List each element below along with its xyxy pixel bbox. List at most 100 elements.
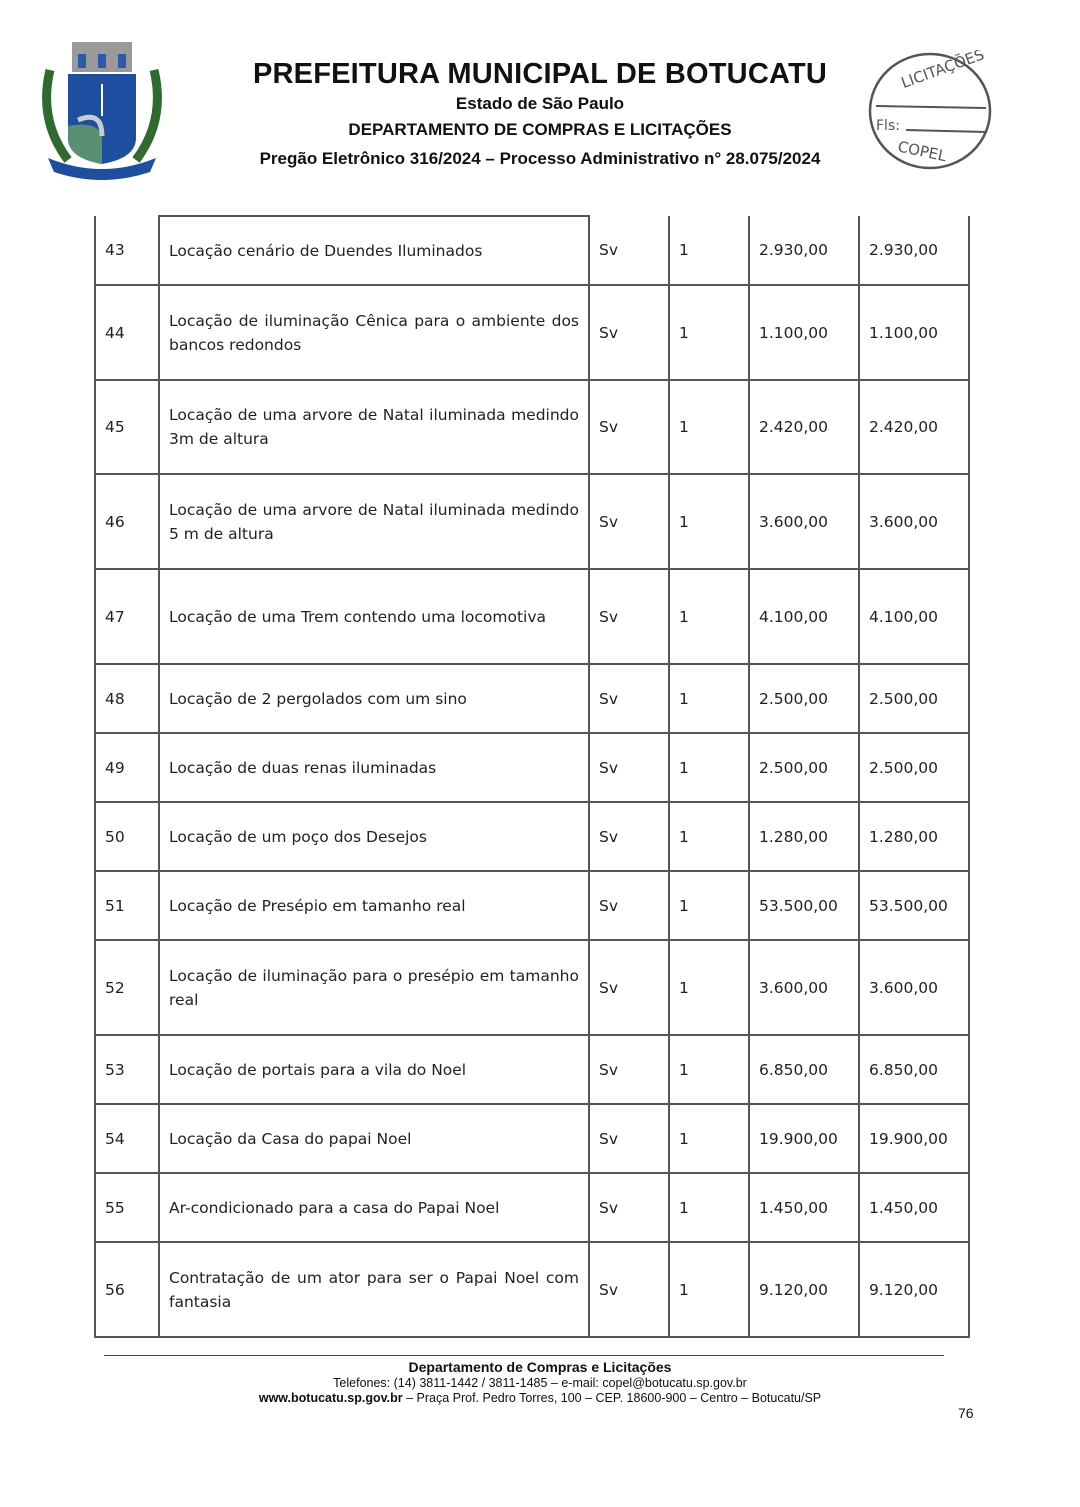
item-description: Contratação de um ator para ser o Papai … [158,1241,590,1338]
item-quantity: 1 [668,870,750,941]
item-unit-price: 3.600,00 [748,473,860,570]
page-number: 76 [958,1405,974,1421]
table-row: 46 Locação de uma arvore de Natal ilumina… [94,473,970,570]
item-number: 54 [94,1103,160,1174]
item-description: Locação de iluminação para o presépio em… [158,939,590,1036]
table-row: 44 Locação de iluminação Cênica para o am… [94,284,970,381]
item-total-price: 2.500,00 [858,663,970,734]
items-table: 43 Locação cenário de Duendes Iluminados S… [94,215,970,1338]
item-description: Locação de um poço dos Desejos [158,801,590,872]
item-unit: Sv [588,870,670,941]
item-number: 50 [94,801,160,872]
item-number: 46 [94,473,160,570]
item-number: 55 [94,1172,160,1243]
item-description: Locação de uma Trem contendo uma locomot… [158,568,590,665]
svg-text:Fls:: Fls: [876,118,900,134]
table-row: 47 Locação de uma Trem contendo uma locom… [94,568,970,665]
item-total-price: 2.500,00 [858,732,970,803]
item-number: 52 [94,939,160,1036]
item-quantity: 1 [668,663,750,734]
item-quantity: 1 [668,1241,750,1338]
item-unit-price: 3.600,00 [748,939,860,1036]
item-total-price: 53.500,00 [858,870,970,941]
item-unit: Sv [588,568,670,665]
item-description: Locação da Casa do papai Noel [158,1103,590,1174]
item-quantity: 1 [668,732,750,803]
item-unit-price: 1.280,00 [748,801,860,872]
table-row: 52 Locação de iluminação para o presépio … [94,939,970,1036]
table-row: 50 Locação de um poço dos Desejos Sv 1 1.280… [94,801,970,872]
item-quantity: 1 [668,284,750,381]
item-number: 49 [94,732,160,803]
footer-address-line: www.botucatu.sp.gov.br – Praça Prof. Ped… [0,1391,1080,1405]
footer-divider [104,1355,944,1356]
state-subtitle: Estado de São Paulo [455,94,625,113]
footer-contacts: Telefones: (14) 3811-1442 / 3811-1485 – … [333,1376,747,1390]
item-description: Locação de iluminação Cênica para o ambi… [158,284,590,381]
item-number: 44 [94,284,160,381]
item-total-price: 4.100,00 [858,568,970,665]
item-description: Locação de duas renas iluminadas [158,732,590,803]
table-row: 55 Ar-condicionado para a casa do Papai N… [94,1172,970,1243]
item-number: 53 [94,1034,160,1105]
item-unit-price: 1.100,00 [748,284,860,381]
city-coat-of-arms-logo [42,42,162,180]
item-unit: Sv [588,473,670,570]
item-number: 43 [94,216,160,286]
item-total-price: 3.600,00 [858,939,970,1036]
table-row: 54 Locação da Casa do papai Noel Sv 1 19.900… [94,1103,970,1174]
item-description: Locação de portais para a vila do Noel [158,1034,590,1105]
item-total-price: 19.900,00 [858,1103,970,1174]
item-quantity: 1 [668,1172,750,1243]
item-quantity: 1 [668,1034,750,1105]
item-number: 56 [94,1241,160,1338]
item-unit-price: 6.850,00 [748,1034,860,1105]
table-row: 45 Locação de uma arvore de Natal ilumina… [94,379,970,475]
footer-website-link[interactable]: www.botucatu.sp.gov.br [258,1391,403,1405]
item-unit: Sv [588,663,670,734]
item-unit: Sv [588,1241,670,1338]
process-number: Pregão Eletrônico 316/2024 – Processo Ad… [259,149,821,168]
item-unit: Sv [588,1034,670,1105]
item-quantity: 1 [668,801,750,872]
table-row: 49 Locação de duas renas iluminadas Sv 1 2.5… [94,732,970,803]
item-total-price: 9.120,00 [858,1241,970,1338]
item-description: Ar-condicionado para a casa do Papai Noe… [158,1172,590,1243]
item-total-price: 1.280,00 [858,801,970,872]
item-unit: Sv [588,1172,670,1243]
item-total-price: 2.420,00 [858,379,970,475]
footer-department: Departamento de Compras e Licitações [408,1359,672,1375]
item-unit: Sv [588,939,670,1036]
item-quantity: 1 [668,1103,750,1174]
item-quantity: 1 [668,216,750,286]
item-unit-price: 2.500,00 [748,663,860,734]
item-number: 51 [94,870,160,941]
item-unit-price: 2.930,00 [748,216,860,286]
footer-address: – Praça Prof. Pedro Torres, 100 – CEP. 1… [402,1391,822,1405]
item-unit: Sv [588,284,670,381]
item-unit-price: 1.450,00 [748,1172,860,1243]
item-number: 45 [94,379,160,475]
item-unit-price: 53.500,00 [748,870,860,941]
department-subtitle: DEPARTAMENTO DE COMPRAS E LICITAÇÕES [348,120,732,139]
item-description: Locação de Presépio em tamanho real [158,870,590,941]
item-unit: Sv [588,801,670,872]
item-unit: Sv [588,732,670,803]
item-description: Locação de uma arvore de Natal iluminada… [158,473,590,570]
item-total-price: 1.100,00 [858,284,970,381]
licitacoes-copel-stamp: LICITAÇÕES Fls: COPEL [868,50,992,170]
item-number: 47 [94,568,160,665]
table-row: 53 Locação de portais para a vila do Noel… [94,1034,970,1105]
item-unit-price: 19.900,00 [748,1103,860,1174]
item-quantity: 1 [668,473,750,570]
item-unit-price: 2.500,00 [748,732,860,803]
table-row: 48 Locação de 2 pergolados com um sino Sv 1… [94,663,970,734]
municipality-title: PREFEITURA MUNICIPAL DE BOTUCATU [252,58,828,90]
item-total-price: 2.930,00 [858,216,970,286]
item-total-price: 3.600,00 [858,473,970,570]
item-unit-price: 4.100,00 [748,568,860,665]
item-unit: Sv [588,379,670,475]
item-unit-price: 2.420,00 [748,379,860,475]
item-total-price: 6.850,00 [858,1034,970,1105]
